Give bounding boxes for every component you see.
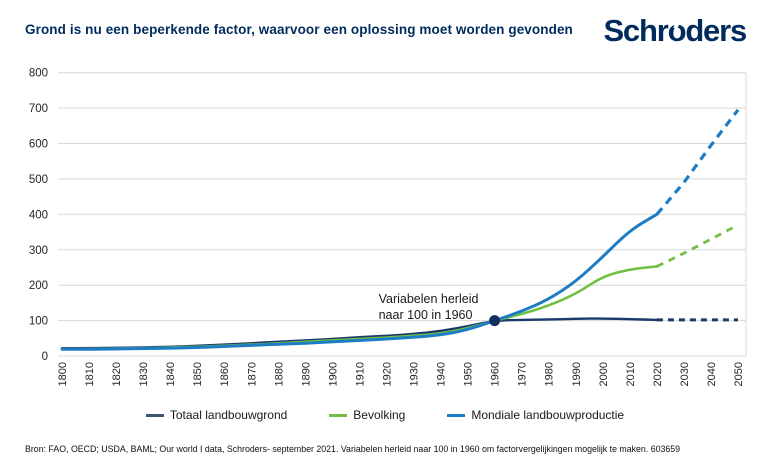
line-chart: 0 100 200 300 400 500 600 700 800 1800 1810 1820 183… bbox=[0, 55, 770, 405]
x-tick-label-2030: 2030 bbox=[679, 362, 691, 386]
legend-swatch-blue bbox=[447, 413, 466, 417]
y-tick-label-500: 500 bbox=[29, 174, 48, 186]
legend-item-totaal-landbouwgrond: Totaal landbouwgrond bbox=[145, 408, 288, 422]
y-tick-label-800: 800 bbox=[29, 68, 48, 80]
x-tick-label-2050: 2050 bbox=[733, 362, 745, 386]
x-tick-label-1810: 1810 bbox=[84, 362, 96, 386]
x-tick-label-1870: 1870 bbox=[246, 362, 258, 386]
x-tick-label-1950: 1950 bbox=[463, 362, 475, 386]
series-line-mondiale-landbouwproductie bbox=[60, 212, 659, 351]
x-tick-label-2040: 2040 bbox=[706, 362, 718, 386]
x-tick-label-1800: 1800 bbox=[57, 362, 69, 386]
x-tick-label-1980: 1980 bbox=[544, 362, 556, 386]
chart-svg: 0 100 200 300 400 500 600 700 800 1800 1810 1820 183… bbox=[29, 68, 747, 386]
logo-text-left: Schr bbox=[603, 13, 668, 48]
x-tick-label-1930: 1930 bbox=[409, 362, 421, 386]
y-tick-label-400: 400 bbox=[29, 209, 48, 221]
annotation-line-1: Variabelen herleid bbox=[379, 292, 479, 306]
y-tick-label-600: 600 bbox=[29, 139, 48, 151]
x-tick-label-1910: 1910 bbox=[354, 362, 366, 386]
series-forecast-bevolking bbox=[656, 223, 739, 268]
legend-label-bevolking: Bevolking bbox=[353, 408, 406, 422]
x-tick-label-1830: 1830 bbox=[138, 362, 150, 386]
chart-legend: Totaal landbouwgrond Bevolking Mondiale … bbox=[0, 408, 770, 422]
x-tick-label-1920: 1920 bbox=[382, 362, 394, 386]
x-tick-label-1840: 1840 bbox=[165, 362, 177, 386]
x-tick-label-2010: 2010 bbox=[625, 362, 637, 386]
x-tick-label-2020: 2020 bbox=[652, 362, 664, 386]
x-tick-label-1890: 1890 bbox=[300, 362, 312, 386]
x-tick-label-1880: 1880 bbox=[273, 362, 285, 386]
x-tick-label-1850: 1850 bbox=[192, 362, 204, 386]
x-tick-label-1970: 1970 bbox=[517, 362, 529, 386]
series-line-totaal-landbouwgrond bbox=[60, 317, 659, 350]
source-note: Bron: FAO, OECD; USDA, BAML; Our world I… bbox=[25, 444, 681, 454]
logo-o-glyph: o bbox=[667, 13, 687, 48]
y-tick-label-0: 0 bbox=[42, 351, 48, 363]
y-tick-label-100: 100 bbox=[29, 316, 48, 328]
y-tick-label-300: 300 bbox=[29, 245, 48, 257]
x-tick-label-1820: 1820 bbox=[111, 362, 123, 386]
x-tick-label-1900: 1900 bbox=[327, 362, 339, 386]
logo-notched-o: o bbox=[667, 13, 687, 49]
annotation-line-2: naar 100 in 1960 bbox=[379, 308, 473, 322]
legend-label-totaal-landbouwgrond: Totaal landbouwgrond bbox=[169, 408, 288, 422]
legend-swatch-navy bbox=[145, 413, 164, 417]
legend-item-mondiale-landbouwproductie: Mondiale landbouwproductie bbox=[447, 408, 624, 422]
y-tick-label-200: 200 bbox=[29, 280, 48, 292]
legend-swatch-green bbox=[329, 413, 348, 417]
schroders-logo: Schroders bbox=[603, 13, 747, 49]
series-forecast-mondiale-landbouwproductie bbox=[655, 108, 740, 216]
x-tick-label-1860: 1860 bbox=[219, 362, 231, 386]
legend-item-bevolking: Bevolking bbox=[329, 408, 405, 422]
x-tick-label-2000: 2000 bbox=[598, 362, 610, 386]
legend-label-mondiale-landbouwproductie: Mondiale landbouwproductie bbox=[471, 408, 625, 422]
x-tick-label-1990: 1990 bbox=[571, 362, 583, 386]
logo-text-right: ders bbox=[685, 13, 747, 48]
x-tick-label-1940: 1940 bbox=[436, 362, 448, 386]
chart-title: Grond is nu een beperkende factor, waarv… bbox=[25, 22, 573, 37]
index-base-dot bbox=[489, 315, 501, 327]
x-tick-label-1960: 1960 bbox=[490, 362, 502, 386]
y-tick-label-700: 700 bbox=[29, 103, 48, 115]
